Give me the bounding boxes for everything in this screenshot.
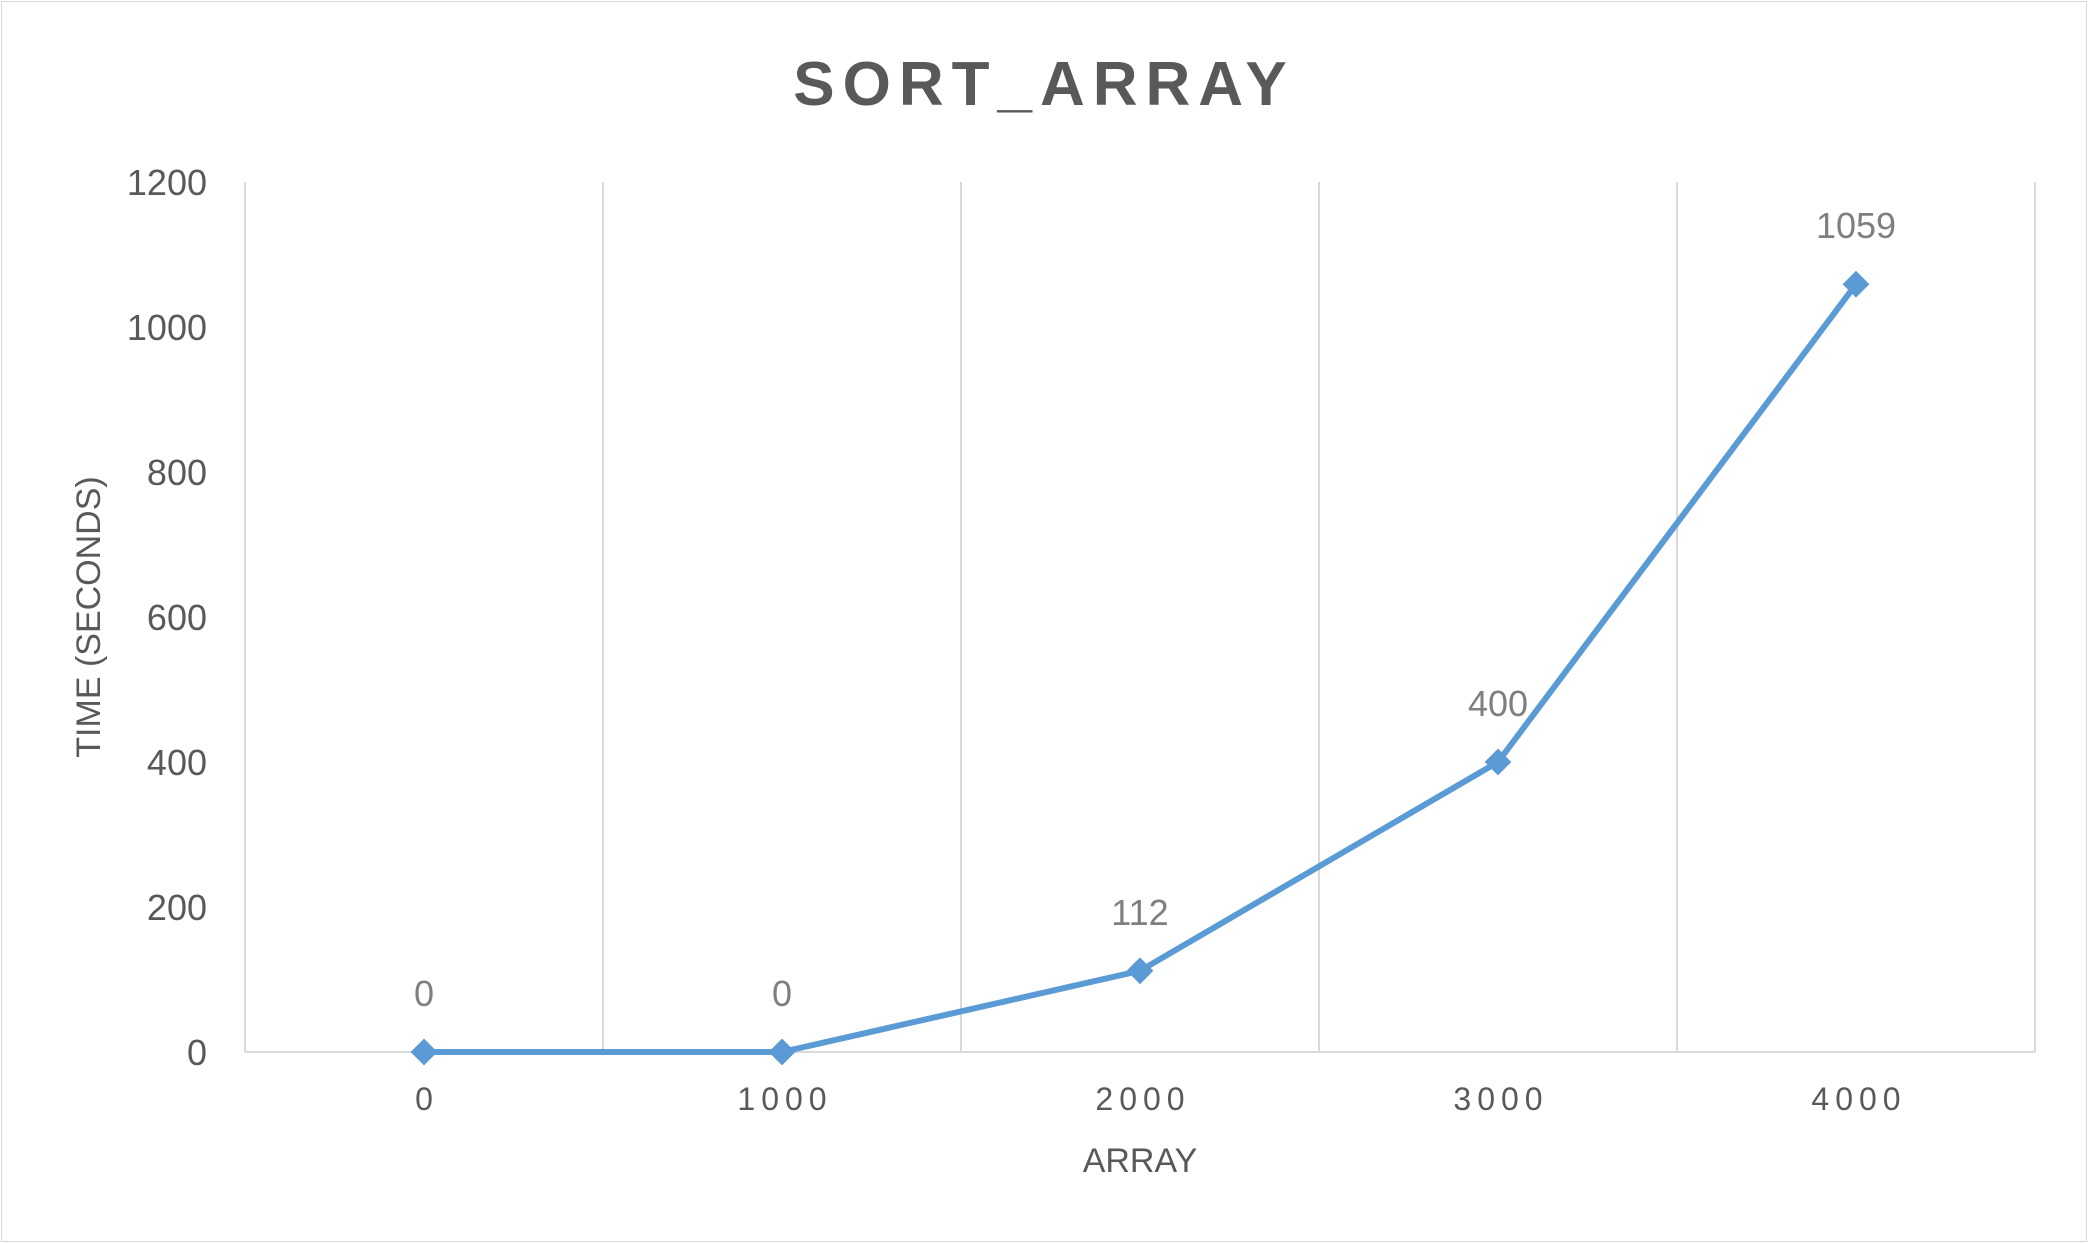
series-line (421, 281, 1859, 1055)
data-point-marker (410, 1038, 438, 1066)
y-tick-label: 200 (147, 887, 207, 928)
y-axis-title: TIME (SECONDS) (70, 476, 108, 757)
x-tick-label: 0 (415, 1081, 439, 1117)
data-label: 0 (772, 973, 792, 1014)
data-point-marker (768, 1038, 796, 1066)
x-tick-label: 4000 (1811, 1081, 1906, 1117)
data-label: 112 (1111, 892, 1168, 933)
y-tick-label: 800 (147, 452, 207, 493)
series-polyline (421, 281, 1859, 1055)
x-tick-label: 3000 (1453, 1081, 1548, 1117)
gridlines (244, 182, 2036, 1052)
chart-title: SORT_ARRAY (793, 50, 1294, 119)
data-label: 1059 (1816, 205, 1896, 246)
data-point-marker (1842, 270, 1870, 298)
y-tick-label: 0 (187, 1032, 207, 1073)
data-markers (410, 270, 1870, 1066)
data-point-marker (1484, 748, 1512, 776)
y-tick-label: 1000 (127, 307, 207, 348)
data-label: 0 (414, 973, 434, 1014)
x-tick-label: 2000 (1095, 1081, 1190, 1117)
y-tick-label: 600 (147, 597, 207, 638)
data-labels: 0 0 112 400 1059 (414, 205, 1896, 1014)
x-axis-title: ARRAY (1083, 1142, 1198, 1180)
data-point-marker (1126, 957, 1154, 985)
x-tick-label: 1000 (737, 1081, 832, 1117)
y-tick-label: 400 (147, 742, 207, 783)
y-tick-label: 1200 (127, 162, 207, 203)
data-label: 400 (1468, 683, 1528, 724)
